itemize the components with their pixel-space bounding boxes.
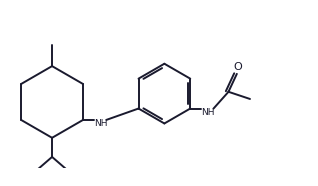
Text: O: O (234, 62, 242, 72)
Text: NH: NH (201, 108, 215, 117)
Text: NH: NH (94, 119, 108, 128)
